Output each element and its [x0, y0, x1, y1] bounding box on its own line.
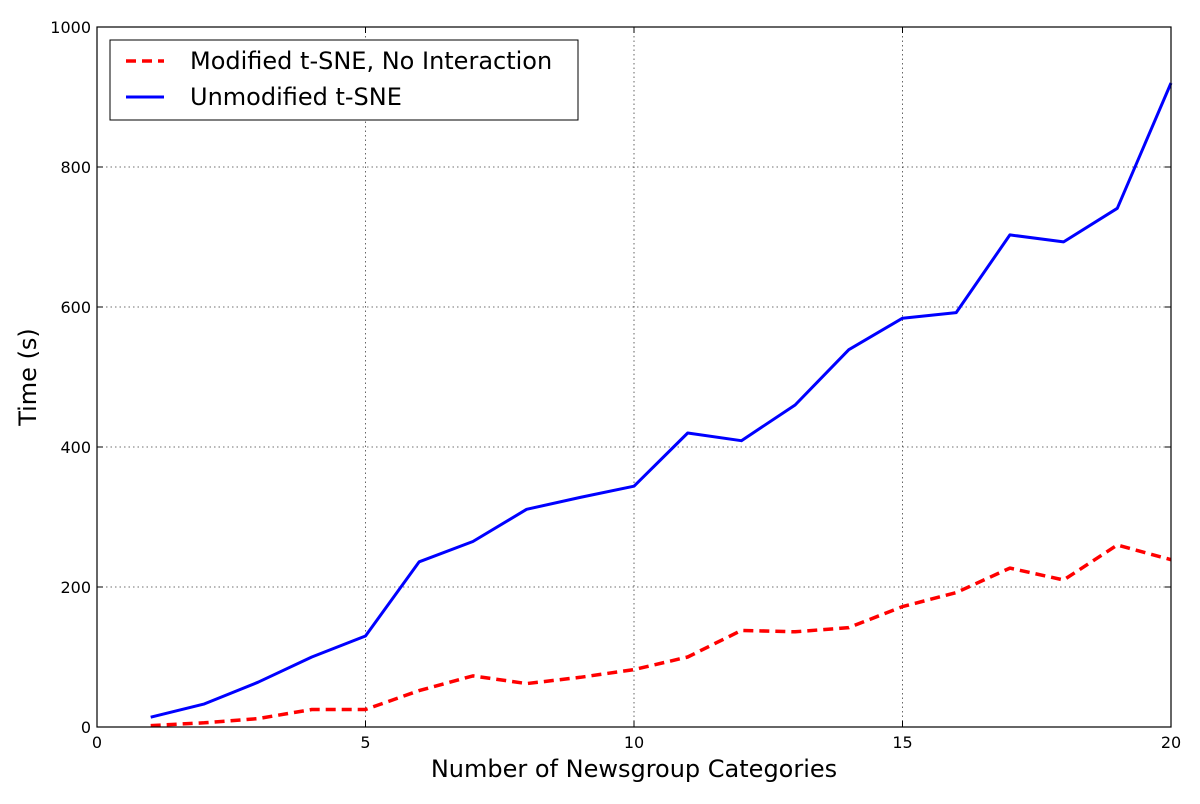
legend: Modified t-SNE, No Interaction Unmodified… — [109, 39, 579, 121]
y-axis-title: Time (s) — [14, 328, 42, 427]
legend-label-1: Modified t-SNE, No Interaction — [190, 47, 552, 75]
x-tick-label: 10 — [624, 733, 644, 752]
x-axis-title: Number of Newsgroup Categories — [431, 755, 837, 783]
x-tick-label: 0 — [92, 733, 102, 752]
series-line-2 — [150, 82, 1173, 719]
series-lines — [150, 82, 1173, 728]
y-tick-label: 200 — [60, 578, 91, 597]
legend-box — [109, 39, 579, 121]
y-tick-label: 600 — [60, 298, 91, 317]
series-line-1 — [150, 543, 1172, 728]
y-tick-label: 800 — [60, 158, 91, 177]
grid-lines — [97, 27, 1171, 727]
y-tick-label: 1000 — [50, 18, 91, 37]
y-tick-label: 400 — [60, 438, 91, 457]
legend-label-2: Unmodified t-SNE — [190, 83, 402, 111]
x-tick-label: 20 — [1161, 733, 1181, 752]
y-tick-label: 0 — [81, 718, 91, 737]
x-tick-label: 5 — [360, 733, 370, 752]
x-tick-label: 15 — [892, 733, 912, 752]
